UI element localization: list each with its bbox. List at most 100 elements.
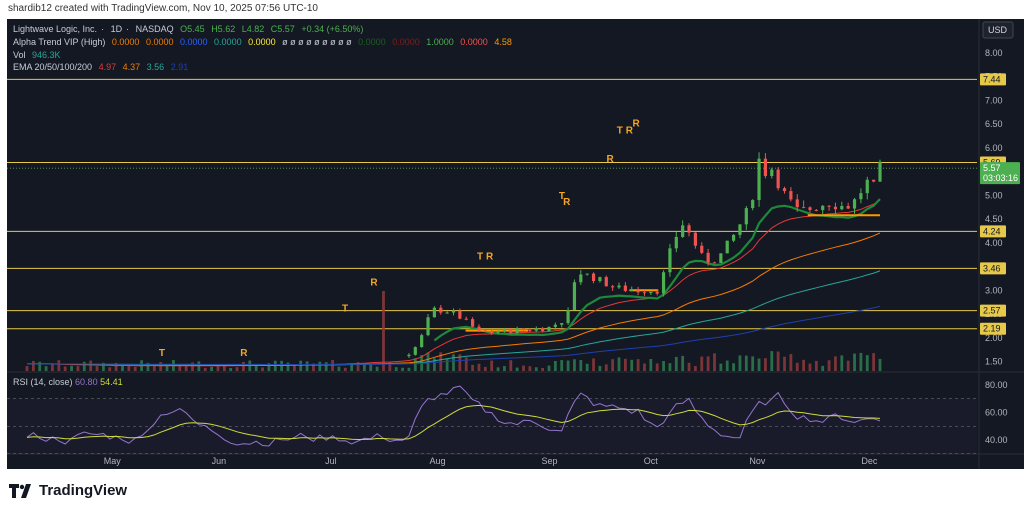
candle-body: [770, 169, 774, 177]
month-label: Sep: [541, 456, 557, 466]
candle-body: [515, 328, 519, 333]
candle-body: [744, 208, 748, 225]
volume-bar: [121, 364, 124, 371]
candle-body: [598, 277, 602, 282]
volume-bar: [394, 367, 398, 371]
volume-bar: [356, 362, 360, 371]
volume-bar: [687, 362, 691, 371]
month-label: Jun: [212, 456, 227, 466]
candle-body: [426, 317, 430, 336]
volume-bar: [89, 360, 93, 371]
ohlc-close: C5.57: [270, 24, 295, 34]
volume-bar: [776, 351, 780, 371]
price-tick-label: 2.00: [985, 333, 1003, 343]
volume-bar: [560, 360, 564, 371]
volume-bar: [725, 360, 729, 371]
volume-bar: [668, 363, 672, 371]
candle-body: [502, 329, 507, 332]
candle-body: [579, 274, 583, 283]
ema100-value: 3.56: [146, 62, 165, 72]
tradingview-logo[interactable]: TradingView: [9, 482, 127, 499]
volume-bar: [802, 359, 806, 371]
legend-symbol-row: Lightwave Logic, Inc. · 1D · NASDAQ O5.45 …: [13, 24, 364, 34]
candle-body: [738, 224, 742, 235]
alpha-value: 0.0000: [180, 37, 208, 47]
ohlc-change: +0.34 (+6.50%): [301, 24, 364, 34]
volume-bar: [751, 356, 755, 371]
volume-bar: [388, 362, 392, 371]
price-tick-label: 6.00: [985, 143, 1003, 153]
currency-button[interactable]: [982, 21, 1014, 39]
legend-rsi[interactable]: RSI (14, close) 60.80 54.41: [13, 377, 123, 387]
signal-label-R: R: [240, 348, 248, 359]
volume-bar: [343, 367, 347, 371]
volume-bar: [337, 366, 341, 371]
volume-bar: [853, 353, 856, 371]
volume-bar: [292, 364, 296, 371]
volume-bar: [299, 360, 303, 371]
volume-bar: [133, 366, 137, 371]
volume-bar: [795, 362, 799, 371]
volume-bar: [821, 365, 825, 371]
candle-body: [560, 323, 564, 325]
candle-body: [661, 272, 666, 294]
candle-body: [700, 245, 704, 253]
volume-bar: [630, 359, 634, 371]
candle-body: [451, 310, 456, 313]
candle-body: [547, 326, 551, 332]
alpha-value: 0.0000: [460, 37, 488, 47]
volume-bar: [604, 364, 608, 371]
volume-bar: [623, 358, 627, 371]
candle-body: [521, 328, 526, 330]
rsi-ma-value: 54.41: [100, 377, 123, 387]
candle-body: [509, 329, 513, 333]
candle-body: [827, 205, 831, 207]
candle-body: [795, 199, 799, 208]
alpha-value: 4.58: [494, 37, 512, 47]
ema100-line: [27, 270, 881, 366]
candle-body: [852, 199, 857, 209]
level-price-tag: [980, 262, 1006, 275]
volume-bar: [216, 364, 220, 371]
price-tick-label: 3.00: [985, 285, 1003, 295]
alpha-value: 0.0000: [358, 37, 386, 47]
candle-body: [802, 207, 806, 209]
volume-bar: [458, 354, 462, 371]
volume-bar: [95, 366, 99, 371]
candle-body: [636, 290, 640, 293]
level-price-tag: [980, 73, 1006, 86]
alpha-value: 0.0000: [392, 37, 420, 47]
signal-label-R: R: [563, 197, 571, 208]
volume-bar: [636, 359, 640, 371]
volume-bar: [744, 355, 748, 371]
level-price-label: 2.57: [983, 306, 1001, 316]
legend-alpha-trend[interactable]: Alpha Trend VIP (High) 0.0000 0.0000 0.0…: [13, 37, 516, 47]
legend-ema[interactable]: EMA 20/50/100/200 4.97 4.37 3.56 2.91: [13, 62, 192, 72]
rsi-tick-label: 60.00: [985, 408, 1008, 418]
volume-bar: [433, 358, 436, 371]
volume-bar: [827, 360, 831, 371]
volume-bar: [693, 366, 697, 371]
candle-body: [439, 307, 443, 313]
volume-bar: [764, 358, 767, 371]
legend-volume[interactable]: Vol 946.3K: [13, 50, 65, 60]
candle-body: [572, 282, 577, 311]
candle-body: [872, 179, 876, 182]
volume-bar: [318, 361, 322, 371]
candle-body: [534, 328, 538, 331]
candle-body: [477, 326, 481, 331]
ohlc-open: O5.45: [180, 24, 205, 34]
volume-bar: [70, 365, 73, 371]
candle-body: [611, 286, 615, 288]
ohlc-low: L4.82: [241, 24, 265, 34]
candle-body: [776, 169, 780, 189]
volume-bar: [732, 363, 735, 371]
month-label: Dec: [861, 456, 878, 466]
signal-label-T: T: [559, 191, 565, 202]
volume-bar: [38, 361, 42, 371]
candle-body: [553, 324, 557, 327]
candle-body: [821, 205, 825, 211]
volume-bar: [573, 359, 576, 371]
